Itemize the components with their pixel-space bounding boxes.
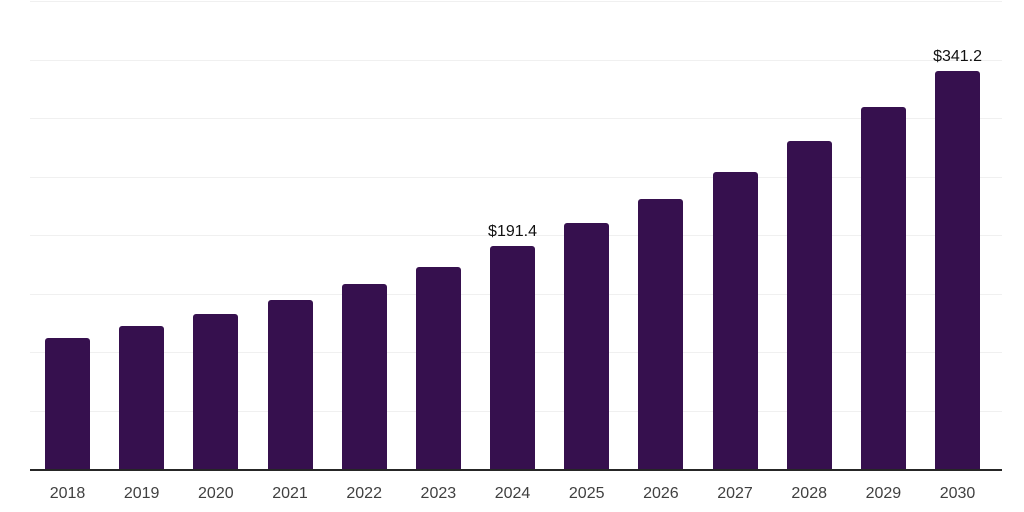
- gridline-400: [30, 1, 1002, 2]
- bar-2022: [341, 284, 387, 470]
- x-tick-2020: 2020: [198, 485, 234, 502]
- x-tick-2022: 2022: [346, 485, 382, 502]
- gridline-350: [30, 59, 1002, 61]
- value-label-2030: $341.2: [933, 47, 982, 65]
- bar-2021: [267, 299, 313, 470]
- bar-2024: [490, 246, 536, 470]
- x-tick-2019: 2019: [123, 485, 160, 502]
- x-tick-2028: 2028: [791, 485, 827, 502]
- bar-2025: [564, 223, 610, 470]
- x-tick-2027: 2027: [717, 485, 753, 502]
- x-tick-2029: 2029: [865, 485, 902, 502]
- bar-2027: [712, 171, 758, 470]
- bar-2019: [119, 325, 165, 470]
- x-tick-2026: 2026: [643, 485, 679, 502]
- bar-2029: [860, 106, 906, 470]
- bar-2028: [786, 140, 832, 470]
- bar-2026: [638, 199, 684, 470]
- bar-2018: [45, 338, 90, 470]
- x-tick-2021: 2021: [272, 485, 308, 502]
- bar-2020: [193, 313, 239, 470]
- value-label-2024: $191.4: [488, 223, 537, 241]
- bar-2023: [415, 266, 461, 470]
- x-tick-2030: 2030: [939, 485, 976, 502]
- gridline-250: [30, 176, 1002, 178]
- x-tick-2024: 2024: [494, 485, 531, 502]
- x-tick-2023: 2023: [420, 485, 457, 502]
- bar-2030: [935, 70, 981, 470]
- gridline-300: [30, 118, 1002, 119]
- x-axis-line: [30, 469, 1002, 471]
- x-tick-2025: 2025: [568, 485, 605, 502]
- x-tick-2018: 2018: [49, 485, 86, 502]
